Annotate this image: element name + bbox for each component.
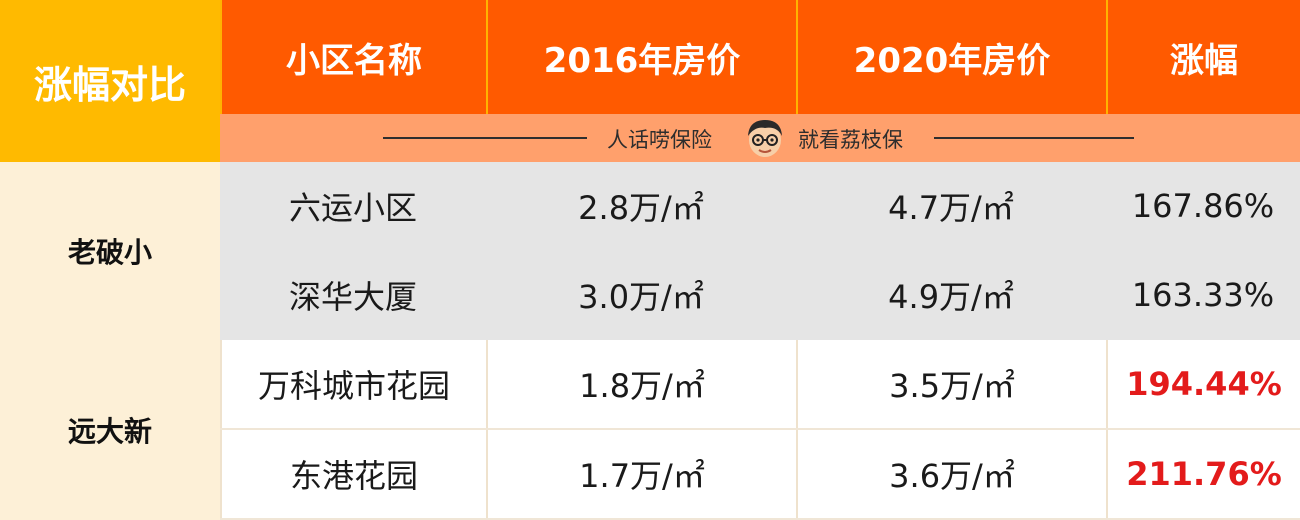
cell-name: 东港花园	[220, 430, 486, 518]
table-row: 东港花园 1.7万/㎡ 3.6万/㎡ 211.76%	[220, 430, 1300, 520]
cell-increase: 194.44%	[1106, 340, 1300, 428]
cell-name: 深华大厦	[288, 278, 417, 316]
cell-name: 六运小区	[288, 189, 417, 227]
group-label-old-small: 老破小	[0, 162, 220, 340]
cartoon-face-icon	[748, 120, 782, 157]
cell-price-2016: 3.0万/㎡	[578, 278, 704, 316]
cell-price-2016: 1.8万/㎡	[486, 340, 796, 428]
header-price-2020: 2020年房价	[796, 0, 1106, 114]
divider-right	[934, 137, 1134, 139]
cell-increase: 163.33%	[1131, 276, 1275, 314]
cell-price-2016: 1.7万/㎡	[486, 430, 796, 518]
table-row: 万科城市花园 1.8万/㎡ 3.5万/㎡ 194.44%	[220, 340, 1300, 430]
slogan-left: 人话唠保险	[607, 128, 712, 152]
table-row: 深华大厦 3.0万/㎡ 4.9万/㎡ 163.33%	[220, 250, 1300, 340]
slogan-right: 就看荔枝保	[798, 128, 903, 152]
cell-price-2020: 4.7万/㎡	[888, 189, 1014, 227]
header-price-2016: 2016年房价	[486, 0, 796, 114]
cell-price-2020: 4.9万/㎡	[888, 278, 1014, 316]
header-community-name: 小区名称	[220, 0, 486, 114]
table-row: 六运小区 2.8万/㎡ 4.7万/㎡ 167.86%	[220, 162, 1300, 250]
cell-price-2016: 2.8万/㎡	[578, 189, 704, 227]
table-title: 涨幅对比	[0, 0, 220, 162]
cell-increase: 167.86%	[1131, 187, 1275, 225]
group-label-far-big-new: 远大新	[0, 340, 220, 520]
divider-left	[383, 137, 587, 139]
header-increase: 涨幅	[1106, 0, 1300, 114]
cell-increase: 211.76%	[1106, 430, 1300, 518]
cell-name: 万科城市花园	[220, 340, 486, 428]
cell-price-2020: 3.5万/㎡	[796, 340, 1106, 428]
cell-price-2020: 3.6万/㎡	[796, 430, 1106, 518]
